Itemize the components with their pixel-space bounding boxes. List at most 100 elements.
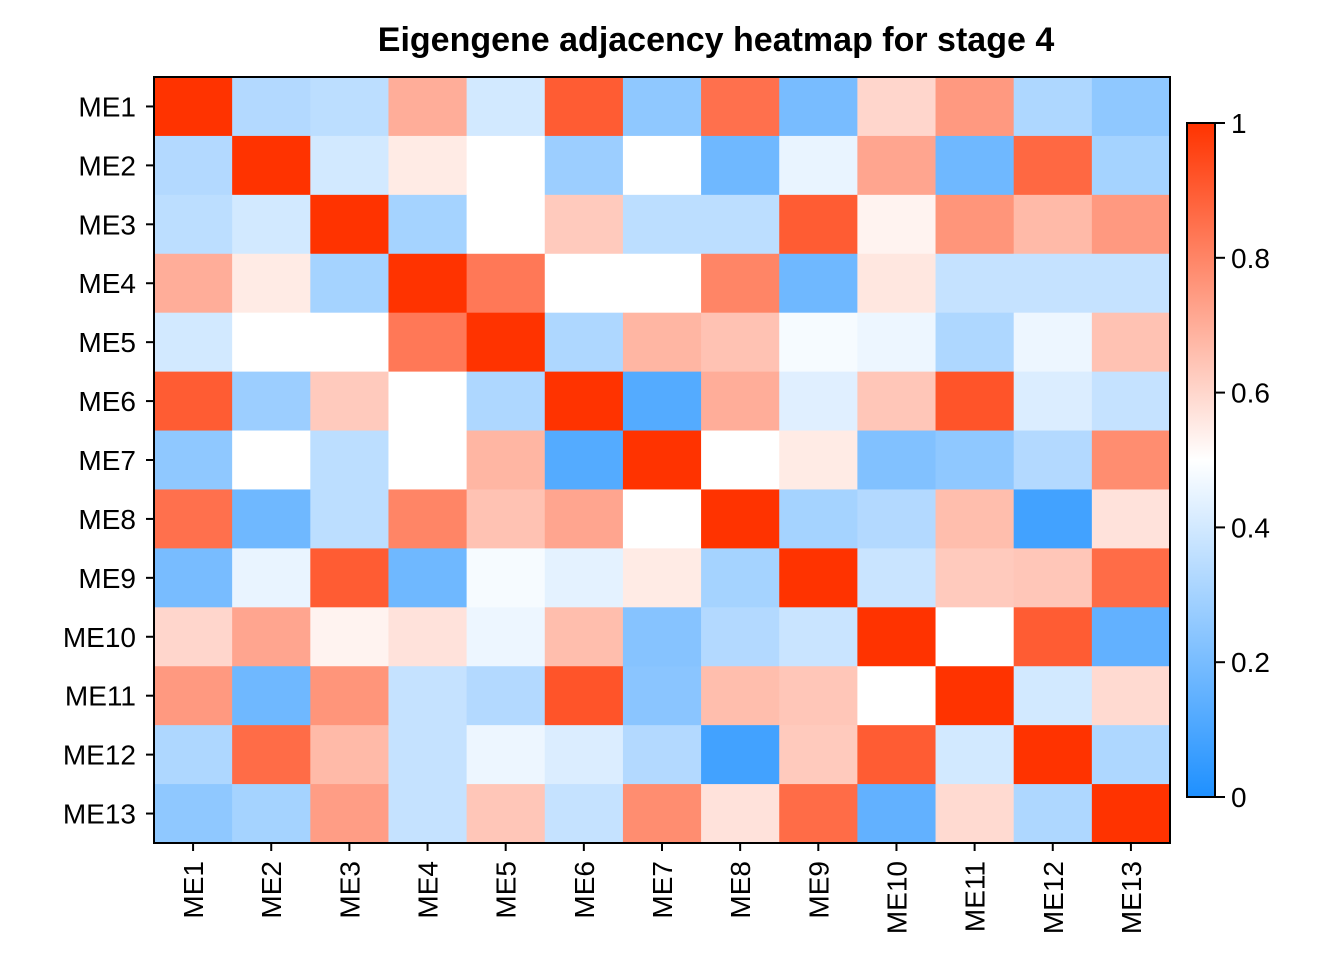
heatmap-cell	[622, 548, 702, 608]
heatmap-cell	[310, 194, 390, 255]
heatmap-cell	[232, 489, 311, 549]
heatmap-cell	[701, 77, 780, 137]
y-tick-label: ME9	[78, 563, 136, 594]
legend-tick-label: 0	[1231, 782, 1247, 813]
heatmap-cell	[1013, 607, 1093, 667]
heatmap-cell	[857, 253, 937, 314]
y-tick-label: ME5	[78, 327, 136, 358]
y-tick-label: ME12	[63, 740, 136, 771]
heatmap-cell	[154, 194, 233, 255]
heatmap-cell	[857, 666, 937, 726]
x-tick-label: ME11	[960, 861, 991, 932]
heatmap-cell	[1091, 253, 1171, 314]
heatmap-cell	[388, 607, 468, 667]
heatmap-cell	[544, 135, 624, 196]
heatmap-cell	[310, 725, 390, 785]
heatmap-cell	[935, 371, 1015, 432]
heatmap-cell	[310, 489, 390, 549]
heatmap-cells	[154, 77, 1171, 844]
y-tick-label: ME10	[63, 622, 136, 653]
y-tick-label: ME3	[78, 209, 136, 240]
heatmap-cell	[779, 784, 858, 844]
heatmap-cell	[544, 725, 624, 785]
heatmap-cell	[1013, 666, 1093, 726]
heatmap-cell	[232, 430, 311, 491]
heatmap-cell	[857, 371, 937, 432]
legend-tick-label: 1	[1231, 108, 1247, 139]
heatmap-cell	[779, 371, 858, 432]
x-tick-label: ME12	[1038, 861, 1069, 934]
heatmap-cell	[154, 253, 233, 314]
heatmap-cell	[701, 607, 780, 667]
heatmap-cell	[232, 312, 311, 373]
heatmap-cell	[154, 666, 233, 726]
heatmap-cell	[935, 135, 1015, 196]
heatmap-cell	[1013, 784, 1093, 844]
heatmap-cell	[388, 666, 468, 726]
heatmap-cell	[466, 194, 546, 255]
heatmap-cell	[388, 548, 468, 608]
chart-title: Eigengene adjacency heatmap for stage 4	[378, 21, 1055, 59]
heatmap-cell	[1091, 607, 1171, 667]
heatmap-cell	[857, 548, 937, 608]
heatmap-cell	[779, 312, 858, 373]
heatmap-cell	[701, 548, 780, 608]
x-tick-label: ME9	[803, 861, 834, 919]
heatmap-cell	[310, 135, 390, 196]
heatmap-cell	[232, 135, 311, 196]
heatmap-cell	[1013, 489, 1093, 549]
y-tick-label: ME2	[78, 150, 136, 181]
heatmap-cell	[388, 312, 468, 373]
heatmap-cell	[622, 371, 702, 432]
heatmap-cell	[1013, 430, 1093, 491]
heatmap-cell	[935, 77, 1015, 137]
heatmap-cell	[935, 725, 1015, 785]
heatmap-cell	[388, 725, 468, 785]
heatmap-cell	[622, 607, 702, 667]
heatmap-cell	[232, 371, 311, 432]
heatmap-cell	[622, 253, 702, 314]
heatmap-cell	[701, 312, 780, 373]
heatmap-cell	[388, 135, 468, 196]
heatmap-cell	[1013, 253, 1093, 314]
heatmap-cell	[622, 489, 702, 549]
x-tick-label: ME13	[1116, 861, 1147, 934]
heatmap-cell	[466, 489, 546, 549]
heatmap-cell	[779, 135, 858, 196]
heatmap-cell	[779, 666, 858, 726]
x-tick-label: ME10	[881, 861, 912, 934]
heatmap-cell	[466, 312, 546, 373]
heatmap-cell	[544, 607, 624, 667]
heatmap-cell	[154, 607, 233, 667]
heatmap-cell	[1013, 194, 1093, 255]
heatmap-cell	[1091, 77, 1171, 137]
heatmap-cell	[935, 489, 1015, 549]
heatmap-cell	[310, 784, 390, 844]
heatmap-cell	[232, 253, 311, 314]
heatmap-cell	[1091, 666, 1171, 726]
heatmap-cell	[544, 784, 624, 844]
heatmap-cell	[310, 371, 390, 432]
heatmap-cell	[779, 77, 858, 137]
heatmap-cell	[154, 135, 233, 196]
heatmap-cell	[232, 784, 311, 844]
x-tick-label: ME7	[647, 861, 678, 919]
heatmap-cell	[154, 430, 233, 491]
heatmap-cell	[935, 784, 1015, 844]
heatmap-cell	[857, 607, 937, 667]
heatmap-cell	[779, 548, 858, 608]
heatmap-cell	[622, 666, 702, 726]
y-tick-label: ME13	[63, 799, 136, 830]
heatmap-cell	[466, 607, 546, 667]
heatmap-cell	[544, 666, 624, 726]
heatmap-cell	[466, 77, 546, 137]
heatmap-cell	[857, 725, 937, 785]
heatmap-cell	[154, 725, 233, 785]
heatmap-cell	[622, 312, 702, 373]
heatmap-cell	[1091, 784, 1171, 844]
heatmap-cell	[857, 312, 937, 373]
heatmap-cell	[232, 194, 311, 255]
heatmap-cell	[154, 489, 233, 549]
heatmap-cell	[310, 607, 390, 667]
heatmap-cell	[622, 430, 702, 491]
